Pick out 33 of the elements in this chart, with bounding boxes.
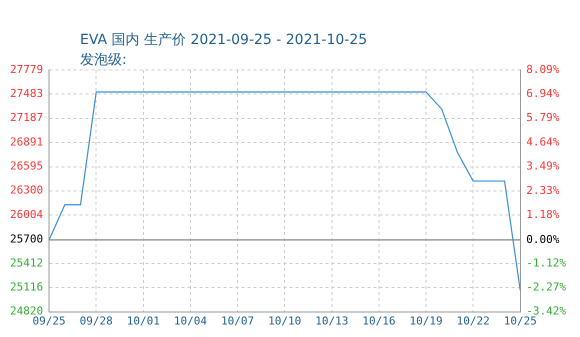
x-tick-label: 09/25 [32, 314, 66, 328]
y2-tick-label: 4.64% [526, 135, 560, 148]
x-tick-label: 10/16 [362, 314, 396, 328]
chart-title: EVA 国内 生产价 2021-09-25 - 2021-10-25 [80, 31, 368, 49]
y-tick-label: 26595 [10, 160, 44, 173]
y2-tick-label: 1.18% [526, 208, 560, 222]
y2-tick-label: 5.79% [526, 111, 560, 124]
y2-tick-label: 6.94% [526, 87, 560, 100]
y2-tick-label: 0.00% [526, 232, 560, 246]
x-tick-label: 10/19 [409, 314, 443, 328]
chart-subtitle: 发泡级: [80, 51, 127, 69]
y-tick-label: 26891 [10, 135, 44, 148]
y-tick-label: 25412 [10, 256, 44, 270]
y-tick-label: 25116 [10, 280, 44, 294]
y-tick-label: 27483 [10, 87, 44, 100]
x-tick-label: 10/10 [268, 314, 302, 328]
x-tick-label: 10/25 [504, 314, 537, 328]
y2-tick-label: 8.09% [526, 62, 560, 76]
y-tick-label: 25700 [10, 232, 44, 246]
y-tick-label: 26004 [10, 208, 44, 221]
y-tick-label: 26300 [10, 184, 44, 197]
y-tick-label: 27187 [10, 111, 44, 124]
x-tick-label: 10/04 [174, 314, 208, 328]
y2-tick-label: 2.33% [526, 184, 560, 197]
x-tick-label: 10/01 [126, 314, 160, 328]
x-tick-label: 10/22 [456, 314, 490, 328]
y2-tick-label: 3.49% [526, 159, 560, 172]
x-tick-label: 10/13 [315, 314, 348, 328]
y2-tick-label: -1.12% [526, 256, 566, 270]
x-tick-label: 09/28 [80, 314, 113, 328]
y2-tick-label: -2.27% [526, 280, 566, 294]
y-tick-label: 27779 [10, 62, 44, 76]
x-tick-label: 10/07 [221, 314, 254, 328]
